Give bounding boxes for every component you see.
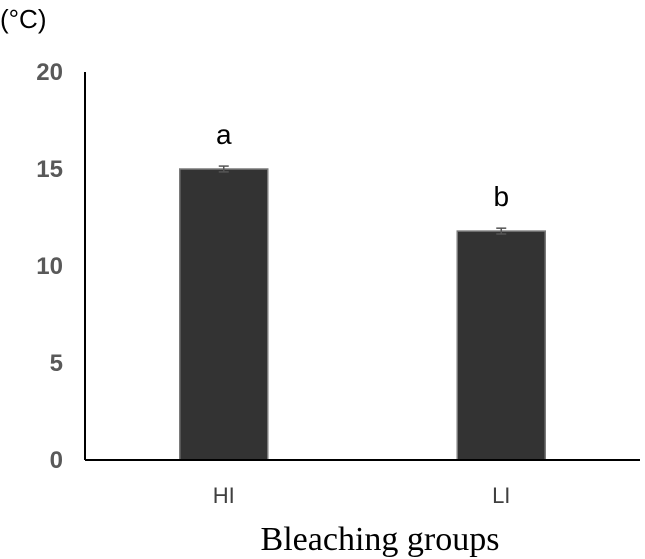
y-tick-labels: 0 5 10 15 20 — [36, 59, 63, 474]
y-tick-label: 10 — [36, 253, 63, 280]
y-tick-label: 5 — [50, 350, 63, 377]
bar — [456, 230, 546, 461]
y-tick-label: 15 — [36, 156, 63, 183]
x-axis-label: Bleaching groups — [261, 521, 500, 558]
bars — [179, 168, 546, 461]
y-axis-label: (°C) — [0, 4, 47, 34]
error-bars — [218, 165, 507, 235]
x-tick-labels: HI LI — [213, 483, 511, 508]
x-tick-label: LI — [492, 483, 510, 508]
y-tick-label: 0 — [50, 447, 63, 474]
y-tick-label: 20 — [36, 59, 63, 86]
significance-letters: ab — [216, 119, 509, 212]
error-bar — [496, 227, 507, 235]
bar — [179, 168, 269, 461]
significance-letter: a — [216, 119, 232, 150]
error-bar — [218, 165, 229, 173]
significance-letter: b — [493, 181, 509, 212]
x-tick-label: HI — [213, 483, 235, 508]
